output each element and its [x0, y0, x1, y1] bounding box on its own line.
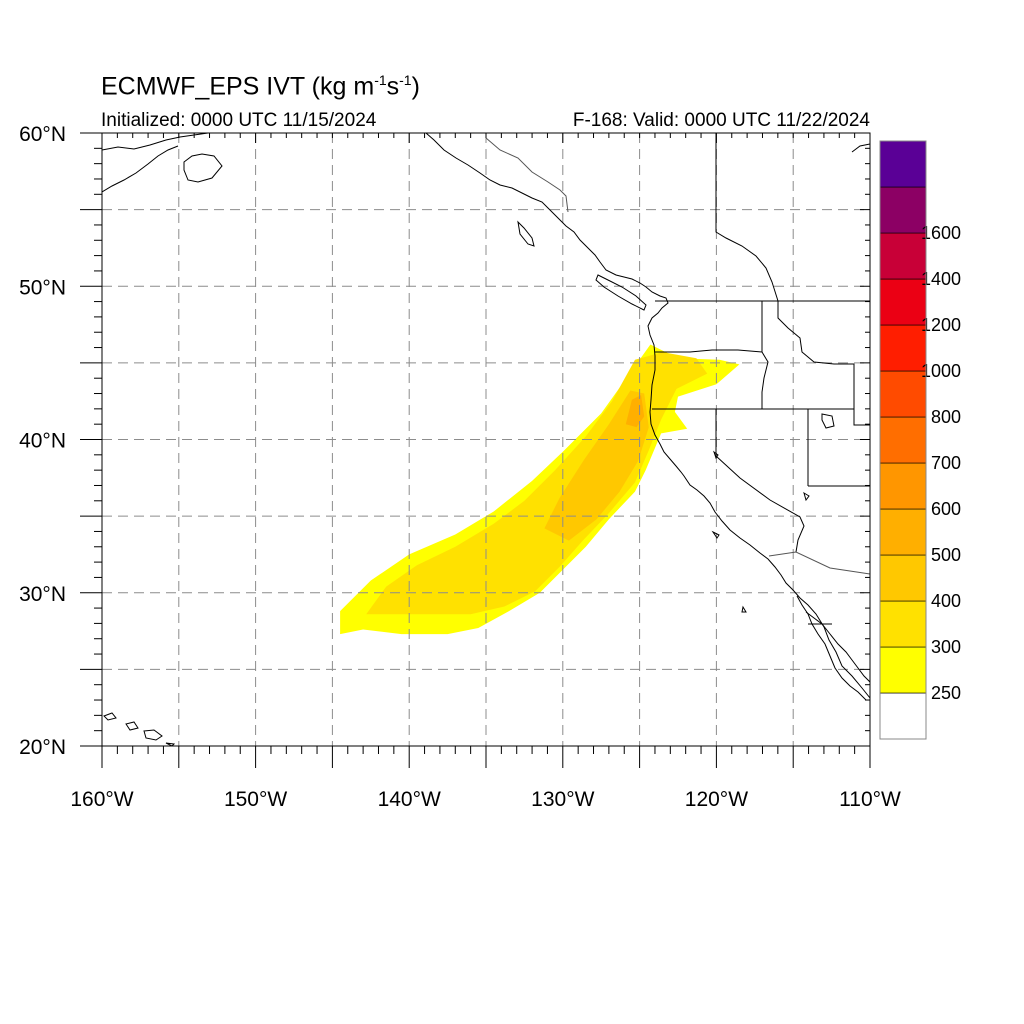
lon-label: 140°W: [378, 788, 441, 811]
ivt-colorbar: 250 300 400 500 600 700 800 1000 1200 1400 1600: [879, 140, 961, 740]
ivt-contour-400: [544, 390, 649, 541]
axis-ticks: [80, 132, 871, 768]
colorbar-label: 1600: [921, 223, 961, 243]
colorbar-box: [879, 462, 927, 510]
colorbar-box: [879, 140, 927, 188]
initialized-time: Initialized: 0000 UTC 11/15/2024: [101, 110, 377, 131]
lake-mead: [803, 491, 810, 502]
colorbar-box: [879, 186, 927, 234]
colorbar-box: [879, 370, 927, 418]
lon-label: 130°W: [531, 788, 594, 811]
island-hawaii: [103, 712, 176, 746]
colorbar-label: 400: [931, 591, 961, 611]
coastlines-and-borders: [102, 133, 870, 746]
axis-tick-labels: 60°N 50°N 40°N 30°N 20°N 160°W 150°W 140°W 130°W…: [19, 123, 901, 811]
ivt-field: [340, 344, 740, 635]
lake-salt: [821, 413, 835, 429]
lon-label: 160°W: [70, 788, 133, 811]
island-haida-gwaii: [517, 220, 535, 247]
coastline-gulf-california: [805, 611, 870, 683]
colorbar-label: 500: [931, 545, 961, 565]
coastline-kodiak: [183, 153, 223, 183]
colorbar-box: [879, 324, 927, 372]
colorbar-label: 1000: [921, 361, 961, 381]
coastline-baja: [796, 595, 867, 701]
border-wa-or: [655, 349, 763, 353]
border-ca-nv: [715, 409, 805, 553]
border-or-id: [761, 351, 769, 409]
border-id-mt: [777, 301, 870, 426]
lat-lon-grid: [102, 133, 870, 746]
colorbar-box: [879, 600, 927, 648]
border-bc-alberta: [715, 133, 779, 302]
lat-label: 20°N: [19, 736, 66, 759]
island-guadalupe: [741, 605, 747, 613]
lon-label: 110°W: [839, 788, 901, 811]
colorbar-box: [879, 554, 927, 602]
colorbar-label: 800: [931, 407, 961, 427]
coastline-alaska-peninsula: [102, 145, 179, 193]
colorbar-label: 300: [931, 637, 961, 657]
colorbar-frame: [879, 140, 927, 740]
colorbar-box: [879, 416, 927, 464]
colorbar-box: [879, 278, 927, 326]
chart-title: ECMWF_EPS IVT (kg m-1s-1): [101, 72, 420, 101]
colorbar-box: [879, 646, 927, 694]
colorbar-label: 250: [931, 683, 961, 703]
lat-label: 50°N: [19, 276, 66, 299]
valid-time: F-168: Valid: 0000 UTC 11/22/2024: [572, 110, 870, 131]
colorbar-label: 600: [931, 499, 961, 519]
colorbar-label: 1400: [921, 269, 961, 289]
border-us-mexico: [768, 551, 870, 575]
lon-label: 150°W: [224, 788, 287, 811]
coastline-alaska: [102, 133, 209, 151]
lat-label: 60°N: [19, 123, 66, 146]
coastline-ne-corner: [851, 143, 870, 153]
lat-label: 30°N: [19, 583, 66, 606]
colorbar-box: [879, 692, 927, 740]
colorbar-box: [879, 232, 927, 280]
colorbar-box: [879, 508, 927, 556]
colorbar-label: 700: [931, 453, 961, 473]
colorbar-label: 1200: [921, 315, 961, 335]
lon-label: 120°W: [685, 788, 748, 811]
coastline-mainland: [425, 133, 870, 699]
island-vancouver: [595, 274, 647, 311]
ivt-contour-500: [625, 395, 645, 428]
island-channel: [711, 530, 720, 539]
border-alaska-canada: [485, 137, 569, 213]
lat-label: 40°N: [19, 430, 66, 453]
